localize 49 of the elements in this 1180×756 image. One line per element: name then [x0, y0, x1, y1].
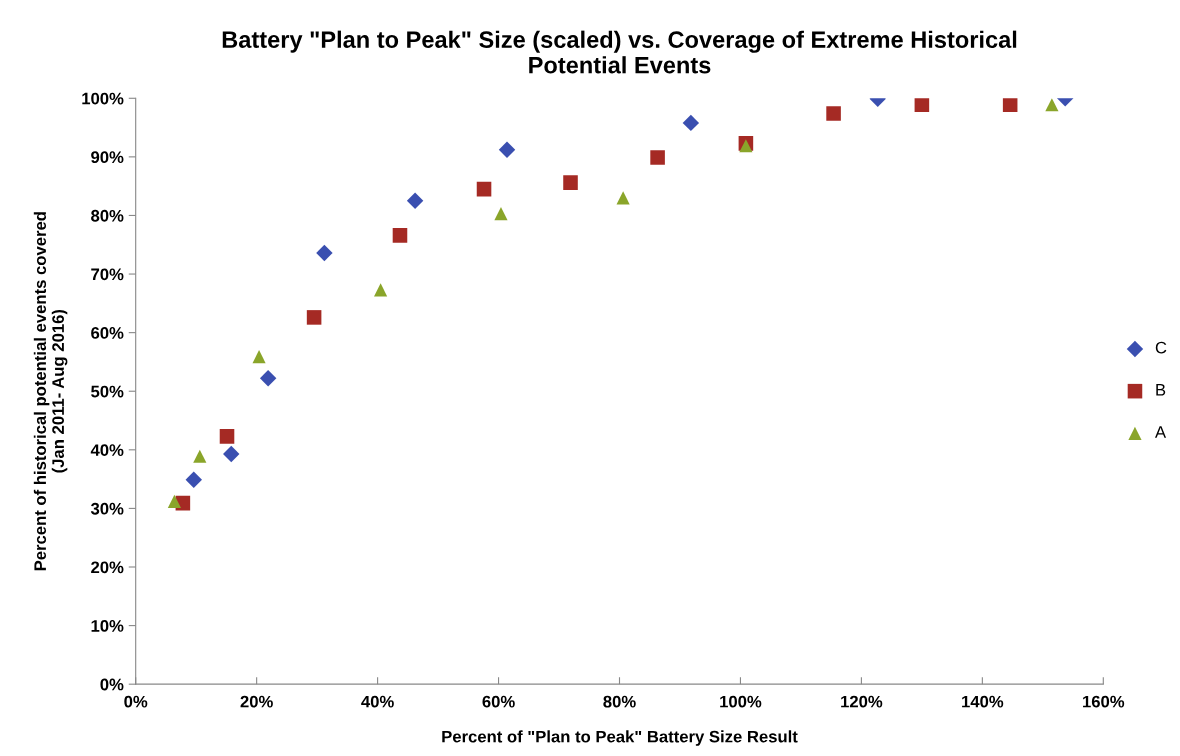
point	[616, 191, 630, 205]
y-tick-label: 90%	[91, 151, 124, 164]
legend-label: C	[1155, 341, 1167, 354]
point	[259, 370, 277, 387]
x-tick-label: 80%	[603, 695, 636, 708]
x-tick-label: 120%	[841, 695, 883, 708]
x-tick-label: 0%	[124, 695, 148, 708]
point	[223, 445, 240, 463]
point	[682, 114, 700, 132]
point	[498, 141, 516, 159]
point	[306, 310, 322, 325]
point	[374, 283, 388, 297]
point	[476, 181, 492, 197]
point	[650, 150, 665, 165]
point	[1045, 98, 1059, 112]
y-tick-label: 60%	[91, 327, 124, 339]
point	[392, 228, 408, 243]
point	[185, 471, 202, 488]
point	[193, 449, 207, 463]
x-axis-title: Percent of "Plan to Peak" Battery Size Result	[442, 730, 798, 746]
point	[1002, 98, 1018, 113]
chart-title: Battery "Plan to Peak" Size (scaled) vs. Coverage of Extreme Historical Potential Events	[222, 30, 1017, 74]
y-tick-label: 50%	[91, 385, 124, 398]
legend-label: A	[1155, 426, 1167, 438]
y-tick-label: 70%	[91, 268, 124, 281]
point	[316, 244, 333, 262]
y-tick-label: 20%	[91, 561, 124, 574]
x-tick-label: 40%	[361, 695, 394, 708]
point	[219, 429, 235, 444]
y-tick-label: 0%	[100, 678, 124, 691]
y-axis-title: Percent of historical potential events covered (Jan 2011- Aug 2016)	[33, 212, 68, 571]
point	[563, 175, 578, 190]
y-tick-label: 10%	[91, 619, 124, 632]
point	[494, 207, 508, 221]
y-tick-label: 30%	[90, 502, 124, 515]
point	[826, 106, 841, 121]
x-tick-label: 160%	[1083, 695, 1125, 708]
x-tick-label: 20%	[240, 695, 273, 708]
legend-label: B	[1156, 384, 1166, 396]
x-tick-label: 140%	[962, 695, 1004, 708]
y-tick-label: 80%	[91, 209, 124, 222]
y-tick-label: 40%	[90, 444, 124, 457]
point	[252, 350, 266, 364]
point	[914, 98, 930, 113]
point	[406, 192, 424, 210]
x-tick-label: 100%	[720, 695, 762, 708]
y-tick-label: 100%	[82, 92, 124, 105]
x-tick-label: 60%	[482, 695, 515, 708]
point	[167, 494, 181, 508]
